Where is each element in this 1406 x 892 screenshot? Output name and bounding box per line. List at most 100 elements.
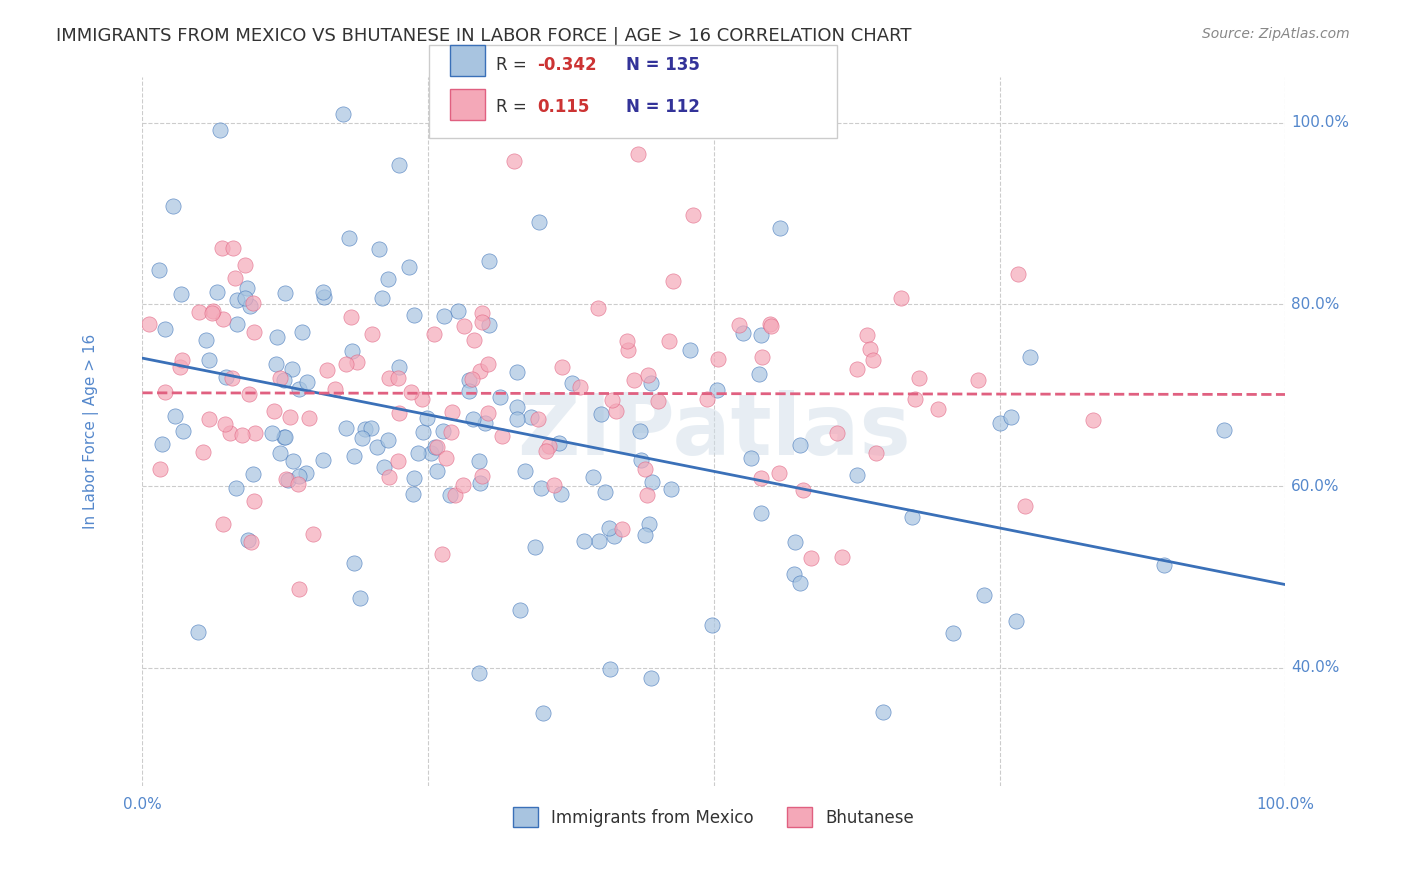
Bhutanese: [1083, 412, 1105, 426]
Immigrants from Mexico: [412, 425, 434, 439]
Immigrants from Mexico: [312, 285, 335, 300]
Immigrants from Mexico: [478, 254, 501, 268]
Immigrants from Mexico: [288, 382, 311, 396]
Immigrants from Mexico: [599, 662, 621, 676]
Immigrants from Mexico: [439, 488, 461, 502]
Immigrants from Mexico: [478, 318, 501, 332]
Immigrants from Mexico: [332, 107, 354, 121]
Immigrants from Mexico: [527, 215, 550, 229]
Immigrants from Mexico: [353, 421, 375, 435]
Immigrants from Mexico: [312, 453, 335, 467]
Immigrants from Mexico: [1019, 350, 1042, 364]
Immigrants from Mexico: [603, 529, 626, 543]
Bhutanese: [222, 241, 245, 255]
Immigrants from Mexico: [349, 591, 371, 606]
Immigrants from Mexico: [550, 487, 572, 501]
Immigrants from Mexico: [283, 453, 305, 467]
Immigrants from Mexico: [706, 384, 728, 398]
Bhutanese: [378, 371, 401, 385]
Immigrants from Mexico: [335, 420, 357, 434]
Immigrants from Mexico: [1212, 423, 1234, 437]
Immigrants from Mexico: [242, 467, 264, 482]
Bhutanese: [792, 483, 814, 497]
Immigrants from Mexico: [273, 430, 295, 444]
Immigrants from Mexico: [1000, 410, 1022, 425]
Text: -0.342: -0.342: [537, 56, 596, 74]
Bhutanese: [707, 351, 730, 366]
Bhutanese: [865, 446, 887, 460]
Bhutanese: [298, 411, 321, 425]
Immigrants from Mexico: [461, 412, 484, 426]
Bhutanese: [201, 305, 224, 319]
Bhutanese: [623, 373, 645, 387]
Immigrants from Mexico: [582, 470, 605, 484]
Bhutanese: [637, 368, 659, 382]
Immigrants from Mexico: [312, 290, 335, 304]
Bhutanese: [904, 392, 927, 406]
Bhutanese: [1007, 267, 1029, 281]
Immigrants from Mexico: [162, 199, 184, 213]
Immigrants from Mexico: [371, 291, 394, 305]
Immigrants from Mexico: [641, 475, 664, 489]
Bhutanese: [388, 406, 411, 420]
Immigrants from Mexico: [235, 281, 257, 295]
Immigrants from Mexico: [373, 459, 395, 474]
Bhutanese: [728, 318, 751, 332]
Bhutanese: [219, 425, 242, 440]
Immigrants from Mexico: [163, 409, 186, 423]
Immigrants from Mexico: [239, 300, 262, 314]
Bhutanese: [759, 319, 782, 334]
Immigrants from Mexico: [402, 487, 425, 501]
Bhutanese: [534, 444, 557, 458]
Immigrants from Mexico: [269, 446, 291, 460]
Immigrants from Mexico: [402, 471, 425, 485]
Bhutanese: [278, 409, 301, 424]
Bhutanese: [224, 271, 246, 285]
Bhutanese: [477, 406, 499, 420]
Immigrants from Mexico: [789, 438, 811, 452]
Immigrants from Mexico: [398, 260, 420, 275]
Bhutanese: [340, 310, 363, 325]
Bhutanese: [212, 312, 235, 326]
Immigrants from Mexico: [343, 449, 366, 463]
Immigrants from Mexico: [638, 516, 661, 531]
Bhutanese: [170, 352, 193, 367]
Bhutanese: [634, 461, 657, 475]
Immigrants from Mexico: [489, 390, 512, 404]
Immigrants from Mexico: [274, 285, 297, 300]
Text: 40.0%: 40.0%: [1291, 660, 1340, 675]
Bhutanese: [214, 417, 236, 431]
Immigrants from Mexico: [295, 375, 318, 389]
Immigrants from Mexico: [468, 666, 491, 681]
Immigrants from Mexico: [197, 353, 219, 368]
Bhutanese: [242, 494, 264, 508]
Bhutanese: [602, 392, 624, 407]
Immigrants from Mexico: [368, 243, 391, 257]
Immigrants from Mexico: [468, 476, 491, 491]
Bhutanese: [444, 488, 467, 502]
Immigrants from Mexico: [360, 421, 382, 435]
Immigrants from Mexico: [457, 384, 479, 399]
Immigrants from Mexico: [225, 317, 247, 331]
Immigrants from Mexico: [288, 469, 311, 483]
Immigrants from Mexico: [474, 416, 496, 430]
Immigrants from Mexico: [640, 376, 662, 390]
Bhutanese: [967, 373, 990, 387]
Bhutanese: [831, 549, 853, 564]
Bhutanese: [461, 371, 484, 385]
Bhutanese: [758, 318, 780, 332]
Bhutanese: [440, 405, 463, 419]
Immigrants from Mexico: [388, 360, 411, 375]
Bhutanese: [233, 258, 256, 272]
Bhutanese: [696, 392, 718, 406]
Bhutanese: [263, 404, 285, 418]
Bhutanese: [856, 328, 879, 343]
Bhutanese: [346, 355, 368, 369]
Bhutanese: [751, 350, 773, 364]
Bhutanese: [616, 334, 638, 348]
Bhutanese: [187, 305, 209, 319]
Text: ZIPatlas: ZIPatlas: [517, 390, 911, 473]
Bhutanese: [468, 364, 491, 378]
Bhutanese: [617, 343, 640, 358]
Immigrants from Mexico: [406, 445, 429, 459]
